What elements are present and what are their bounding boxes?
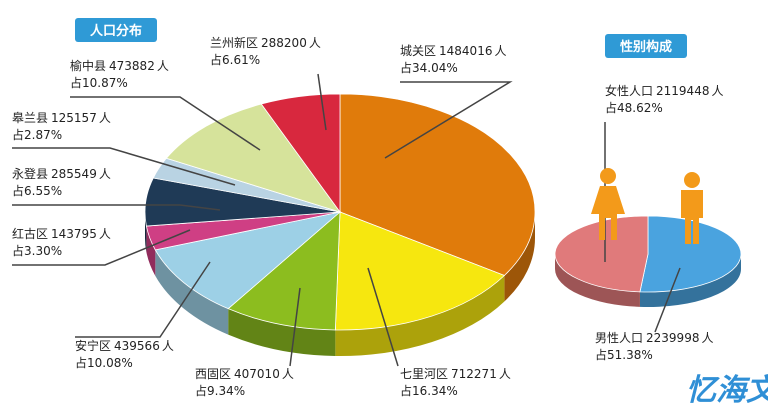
unit-label: 人 [99, 227, 111, 241]
count-label: 712271 [451, 367, 497, 381]
title-box [75, 18, 157, 42]
leader-line [12, 204, 221, 211]
count-label: 473882 [109, 59, 155, 73]
unit-label: 人 [162, 339, 174, 353]
unit-label: 人 [499, 367, 511, 381]
count-label: 288200 [261, 36, 307, 50]
count-label: 2119448 [656, 84, 709, 98]
watermark: 忆海文库 [686, 373, 768, 408]
icon [684, 172, 700, 188]
leader-line [317, 73, 327, 131]
percent-label: 占10.87% [70, 75, 128, 90]
category-label: 七里河区 [400, 367, 448, 381]
chart-title: 性别构成 [620, 39, 672, 55]
category-label: 女性人口 [605, 83, 653, 98]
leader-line [12, 229, 191, 266]
percent-label: 占16.34% [400, 383, 458, 398]
percent-label: 占9.34% [195, 383, 245, 398]
category-label: 安宁区 [75, 338, 111, 353]
slice-label: 榆中县 473882 人 [70, 58, 169, 73]
slice-label: 西固区 407010 人 [195, 367, 294, 381]
slice-label: 红古区 143795 人 [12, 226, 111, 241]
percent-label: 占34.04% [400, 60, 458, 75]
icon [600, 168, 616, 184]
percent-label: 占51.38% [595, 347, 653, 362]
percent-label: 占48.62% [605, 100, 663, 115]
leader-line [12, 147, 236, 186]
slice-label: 女性人口 2119448 人 [605, 83, 723, 98]
percent-label: 占3.30% [12, 243, 62, 258]
slice-label: 永登县 285549 人 [12, 166, 111, 181]
slice-label: 兰州新区 288200 人 [210, 35, 321, 50]
slice [260, 93, 341, 214]
gender-icons [591, 168, 703, 244]
slice-label: 安宁区 439566 人 [75, 338, 174, 353]
leader-line [654, 267, 681, 333]
slice-side [555, 254, 640, 307]
count-label: 1484016 [439, 44, 492, 58]
leader-line [367, 267, 399, 367]
unit-label: 人 [711, 84, 723, 98]
category-label: 永登县 [12, 166, 48, 181]
category-label: 城关区 [400, 44, 436, 58]
chart-title: 人口分布 [90, 23, 142, 39]
percent-label: 占6.55% [12, 183, 62, 198]
count-label: 2239998 [646, 331, 699, 345]
slice [339, 93, 536, 276]
unit-label: 人 [701, 331, 713, 345]
title-box [605, 34, 687, 58]
unit-label: 人 [282, 367, 294, 381]
category-label: 红古区 [12, 226, 48, 241]
slice-side [639, 254, 741, 307]
count-label: 285549 [51, 167, 97, 181]
slice-side [228, 308, 336, 356]
unit-label: 人 [99, 111, 111, 125]
unit-label: 人 [157, 59, 169, 73]
percent-label: 占6.61% [210, 52, 260, 67]
percent-label: 占2.87% [12, 127, 62, 142]
icon [681, 190, 703, 244]
slice [227, 211, 341, 331]
unit-label: 人 [309, 36, 321, 50]
slice-label: 城关区 1484016 人 [400, 44, 506, 58]
category-label: 西固区 [195, 367, 231, 381]
percent-label: 占10.08% [75, 355, 133, 370]
slice-side [155, 249, 229, 335]
slice-side [504, 212, 535, 302]
leader-line [384, 81, 513, 159]
slice [154, 211, 342, 310]
slice-label: 男性人口 2239998 人 [595, 331, 713, 345]
category-label: 兰州新区 [210, 35, 258, 50]
count-label: 407010 [234, 367, 280, 381]
unit-label: 人 [99, 167, 111, 181]
category-label: 榆中县 [70, 58, 106, 73]
count-label: 125157 [51, 111, 97, 125]
slice-label: 七里河区 712271 人 [400, 367, 511, 381]
slice-side [146, 226, 156, 276]
leader-line [75, 261, 211, 338]
slice-side [335, 275, 505, 356]
slice-label: 皋兰县 125157 人 [12, 110, 111, 125]
unit-label: 人 [494, 44, 506, 58]
icon [591, 186, 625, 240]
count-label: 143795 [51, 227, 97, 241]
leader-line [289, 287, 301, 367]
slice [165, 103, 342, 213]
category-label: 皋兰县 [12, 110, 48, 125]
leader-line [70, 96, 261, 151]
count-label: 439566 [114, 339, 160, 353]
category-label: 男性人口 [595, 331, 643, 345]
